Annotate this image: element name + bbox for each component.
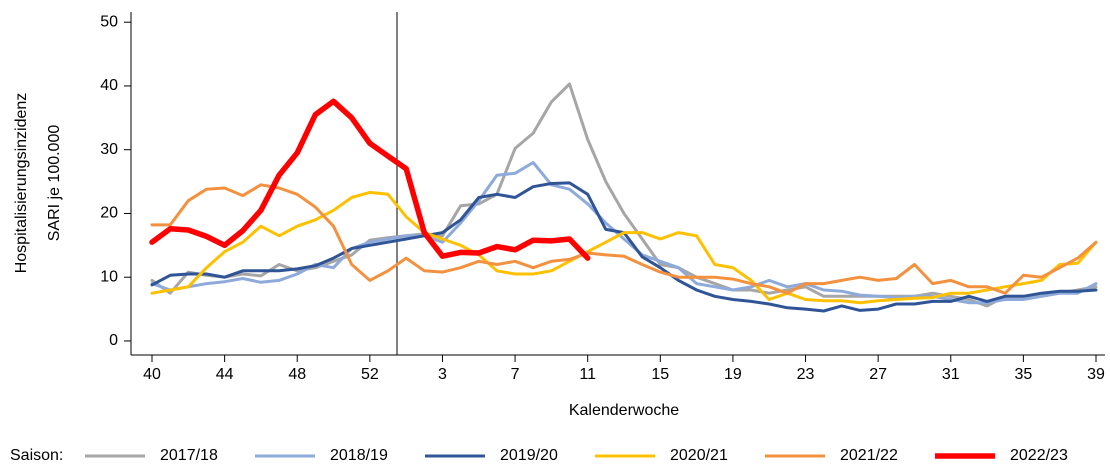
legend-label: 2022/23 bbox=[1010, 447, 1068, 464]
y-tick-label: 0 bbox=[109, 332, 118, 349]
x-tick-label: 19 bbox=[724, 366, 742, 383]
legend-label: 2020/21 bbox=[670, 447, 728, 464]
series-line bbox=[150, 190, 1098, 305]
x-tick-label: 35 bbox=[1014, 366, 1032, 383]
legend-label: 2018/19 bbox=[330, 447, 388, 464]
x-tick-label: 27 bbox=[869, 366, 887, 383]
legend-label: 2021/22 bbox=[840, 447, 898, 464]
series-line bbox=[150, 183, 1098, 295]
x-tick-label: 7 bbox=[511, 366, 520, 383]
x-axis-label: Kalenderwoche bbox=[569, 402, 679, 419]
x-tick-label: 31 bbox=[942, 366, 960, 383]
legend-label: 2019/20 bbox=[500, 447, 558, 464]
y-axis-label: Hospitalisierungsinzidenz bbox=[13, 93, 30, 274]
legend-label: 2017/18 bbox=[160, 447, 218, 464]
x-tick-label: 40 bbox=[143, 366, 161, 383]
y-axis-label: SARI je 100.000 bbox=[46, 125, 63, 242]
x-tick-label: 39 bbox=[1087, 366, 1105, 383]
x-tick-label: 48 bbox=[288, 366, 306, 383]
y-tick-label: 40 bbox=[100, 77, 118, 94]
x-tick-label: 11 bbox=[579, 366, 596, 383]
series-line bbox=[149, 98, 591, 261]
x-tick-label: 15 bbox=[651, 366, 669, 383]
y-tick-label: 10 bbox=[100, 268, 118, 285]
series-line bbox=[150, 82, 1098, 308]
x-tick-label: 52 bbox=[361, 366, 379, 383]
x-tick-label: 23 bbox=[797, 366, 815, 383]
legend-title: Saison: bbox=[10, 447, 63, 464]
x-tick-label: 44 bbox=[216, 366, 234, 383]
y-tick-label: 20 bbox=[100, 205, 118, 222]
x-tick-label: 3 bbox=[438, 366, 447, 383]
y-tick-label: 50 bbox=[100, 13, 118, 30]
y-tick-label: 30 bbox=[100, 141, 118, 158]
